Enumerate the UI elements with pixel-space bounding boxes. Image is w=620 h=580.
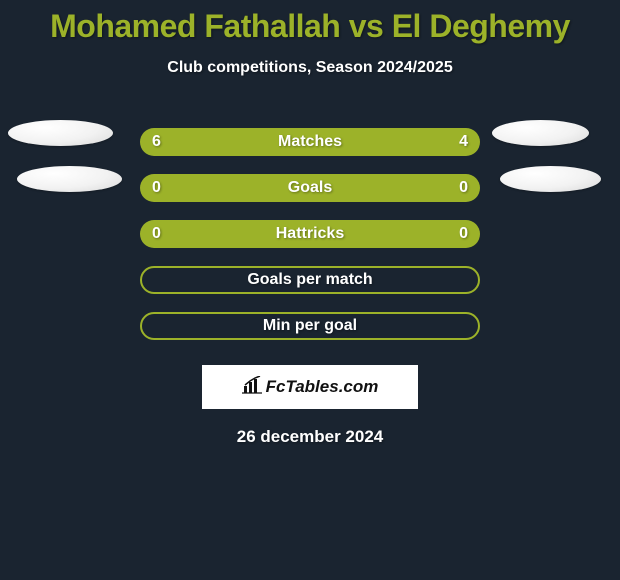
stat-right-value: 0 (459, 225, 468, 243)
bars-icon (242, 376, 262, 399)
stat-right-value: 4 (459, 133, 468, 151)
stat-row: 0 Hattricks 0 (0, 211, 620, 257)
comparison-card: Mohamed Fathallah vs El Deghemy Club com… (0, 0, 620, 447)
stat-bar: Goals per match (140, 266, 480, 294)
stat-right-value: 0 (459, 179, 468, 197)
stat-row: Goals per match (0, 257, 620, 303)
stat-label: Goals per match (247, 271, 372, 289)
stat-label: Matches (278, 133, 342, 151)
decorative-ellipse (500, 166, 601, 192)
decorative-ellipse (8, 120, 113, 146)
stat-bar: Min per goal (140, 312, 480, 340)
decorative-ellipse (492, 120, 589, 146)
decorative-ellipse (17, 166, 122, 192)
stat-label: Goals (288, 179, 332, 197)
stat-left-value: 0 (152, 225, 161, 243)
stat-bar: 6 Matches 4 (140, 128, 480, 156)
date-text: 26 december 2024 (0, 427, 620, 447)
stat-left-value: 0 (152, 179, 161, 197)
badge-text: FcTables.com (266, 377, 379, 397)
stat-label: Hattricks (276, 225, 344, 243)
source-badge: FcTables.com (202, 365, 418, 409)
stat-bar: 0 Goals 0 (140, 174, 480, 202)
stat-label: Min per goal (263, 317, 357, 335)
stat-row: Min per goal (0, 303, 620, 349)
stat-rows: 6 Matches 4 0 Goals 0 0 Hattricks 0 Goals per mat… (0, 119, 620, 349)
subtitle: Club competitions, Season 2024/2025 (0, 59, 620, 77)
stat-left-value: 6 (152, 133, 161, 151)
page-title: Mohamed Fathallah vs El Deghemy (0, 8, 620, 45)
stat-bar: 0 Hattricks 0 (140, 220, 480, 248)
